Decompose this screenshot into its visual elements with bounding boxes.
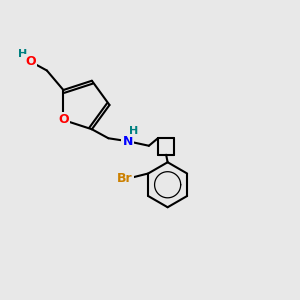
Text: O: O [58, 113, 69, 127]
Text: N: N [123, 135, 133, 148]
Text: Br: Br [117, 172, 133, 184]
Text: O: O [25, 55, 36, 68]
Text: H: H [129, 126, 139, 136]
Text: H: H [18, 49, 28, 59]
